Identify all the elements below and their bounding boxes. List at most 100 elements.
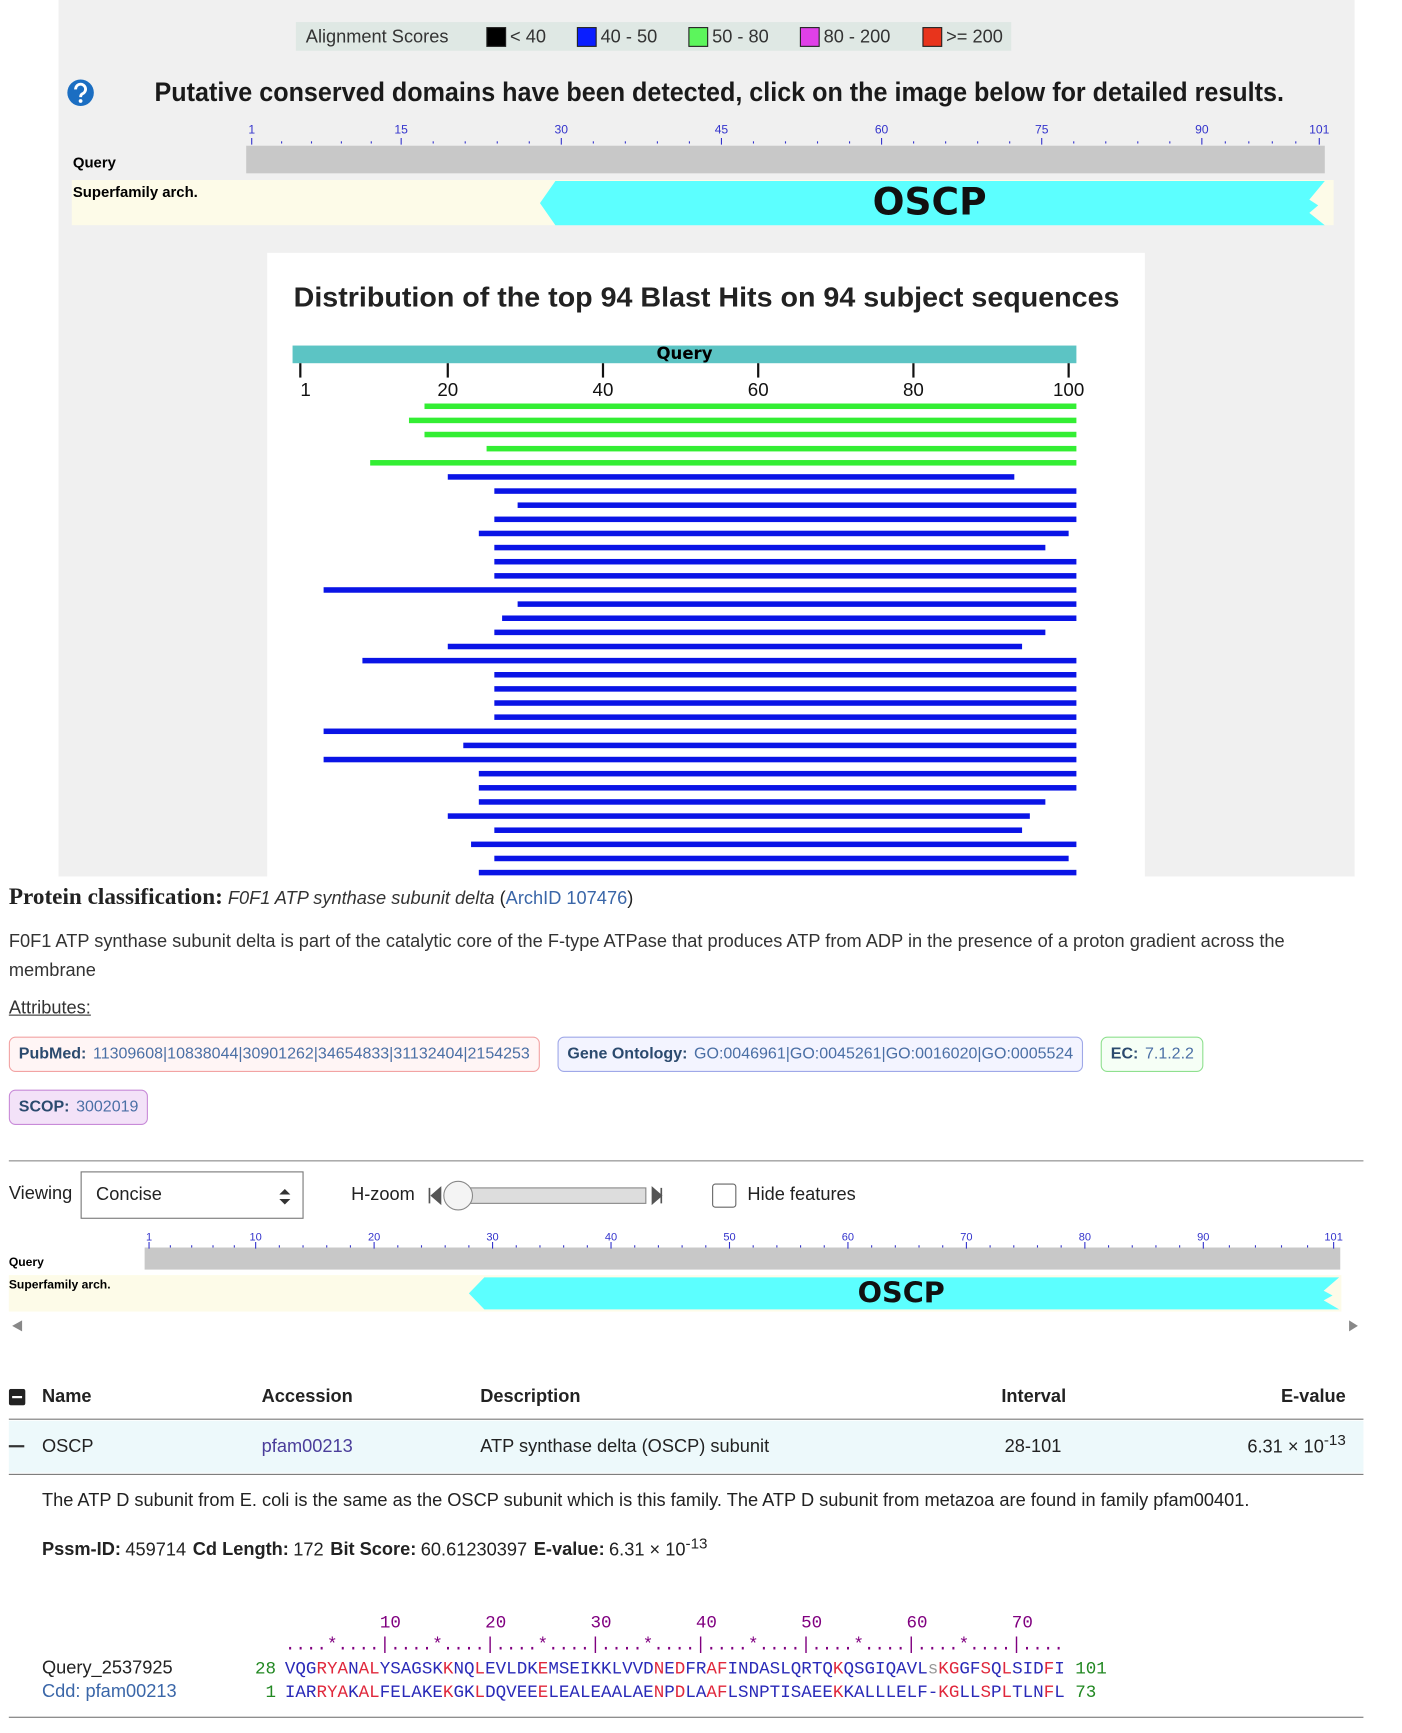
collapse-icon[interactable] <box>8 1388 26 1406</box>
scroll-left[interactable] <box>12 1320 23 1332</box>
hit-bar[interactable] <box>447 474 1015 480</box>
hit-bar[interactable] <box>463 742 1077 749</box>
notice[interactable]: Putative conserved domains have been det… <box>155 77 1284 107</box>
classification-line: Protein classification: F0F1 ATP synthas… <box>9 881 1367 914</box>
hit-bar[interactable] <box>494 827 1023 833</box>
column-header[interactable]: Description <box>480 1386 581 1407</box>
cdd-graphic[interactable]: Putative conserved domains have been det… <box>0 0 1402 877</box>
row-toggle[interactable] <box>8 1445 25 1448</box>
hit-bar[interactable] <box>517 502 1077 508</box>
hit-bar[interactable] <box>424 431 1077 438</box>
hit-bar[interactable] <box>323 756 1077 763</box>
detail-text: The ATP D subunit from E. coli is the sa… <box>41 1490 1250 1511</box>
hit-bar[interactable] <box>408 417 1077 424</box>
align-ruler-label: 70 <box>1011 1612 1033 1633</box>
arch-name: F0F1 ATP synthase subunit delta <box>227 888 495 909</box>
detail-stats: Pssm-ID: 459714 Cd Length: 172 Bit Score: 60.… <box>42 1535 708 1561</box>
hit-bar[interactable] <box>478 799 1046 805</box>
hit-bar[interactable] <box>323 728 1077 735</box>
cell-accession[interactable]: pfam00213 <box>261 1436 353 1457</box>
cell-name: OSCP <box>41 1436 94 1457</box>
view-select[interactable]: Concise <box>80 1171 304 1219</box>
align-label: Query_2537925 <box>41 1658 173 1679</box>
attribute-pill: SCOP: 3002019 <box>8 1089 149 1125</box>
attribute-pill: Gene Ontology: GO:0046961|GO:0045261|GO:0… <box>557 1036 1084 1072</box>
hit-bar[interactable] <box>486 445 1077 452</box>
description: F0F1 ATP synthase subunit delta is part … <box>8 931 1285 981</box>
x-tick-label: 20 <box>437 379 458 400</box>
hit-bar[interactable] <box>471 841 1077 848</box>
hit-bar[interactable] <box>323 587 1077 593</box>
hit-bar[interactable] <box>362 657 1077 664</box>
hit-bar[interactable] <box>494 488 1077 494</box>
column-header[interactable]: Name <box>41 1386 92 1407</box>
align-start: 1 <box>265 1682 276 1703</box>
hide-checkbox[interactable] <box>712 1183 737 1208</box>
hit-bar[interactable] <box>494 686 1077 692</box>
attribute-label: EC: <box>1110 1045 1139 1064</box>
align-label[interactable]: Cdd: pfam00213 <box>41 1681 177 1702</box>
column-header[interactable]: Accession <box>261 1386 353 1407</box>
legend-swatch <box>799 27 820 47</box>
query-bar <box>144 1247 1341 1270</box>
attribute-value[interactable]: 3002019 <box>76 1098 139 1117</box>
column-header[interactable]: E-value <box>1280 1386 1346 1407</box>
hit-bar[interactable] <box>370 460 1077 466</box>
hzoom-label: H-zoom <box>351 1184 415 1205</box>
x-tick-label: 1 <box>300 379 310 400</box>
domain[interactable] <box>539 181 1325 226</box>
ruler-label: 45 <box>715 122 729 136</box>
hit-bar[interactable] <box>494 516 1077 523</box>
hit-bar[interactable] <box>494 855 1069 862</box>
legend-swatch <box>576 27 597 47</box>
hit-bar[interactable] <box>478 869 1077 876</box>
column-header[interactable]: Interval <box>1001 1386 1067 1407</box>
hit-bar[interactable] <box>494 700 1077 706</box>
domain-label[interactable]: OSCP <box>858 1275 945 1309</box>
scroll-right[interactable] <box>1349 1320 1358 1332</box>
heading: Protein classification: <box>8 883 223 910</box>
hit-bar[interactable] <box>494 672 1077 678</box>
evalue-mantissa: 6.31 × 10 <box>1247 1436 1324 1457</box>
attributes: PubMed: 11309608|10838044|30901262|346548… <box>8 1036 1234 1125</box>
hit-bar[interactable] <box>447 813 1030 819</box>
row-bg <box>8 1420 1364 1473</box>
query-bar <box>292 345 1077 364</box>
hit-bar[interactable] <box>478 785 1077 791</box>
cell-interval: 28-101 <box>1004 1436 1062 1457</box>
attribute-value[interactable]: GO:0046961|GO:0045261|GO:0016020|GO:0005… <box>694 1045 1074 1064</box>
ruler-label: 101 <box>1324 1232 1342 1244</box>
hit-bar[interactable] <box>478 530 1069 537</box>
evalue-exponent: -13 <box>685 1534 708 1552</box>
hit-bar[interactable] <box>502 615 1077 621</box>
cell-evalue: 6.31 × 10-13 <box>1247 1432 1345 1458</box>
ruler-label: 10 <box>250 1232 262 1244</box>
align-marker: ....*....|....*....|....*....|....*....|… <box>284 1635 1064 1655</box>
hit-bar[interactable] <box>517 601 1077 607</box>
hide-label[interactable]: Hide features <box>747 1184 856 1205</box>
zoom-slider[interactable] <box>426 1179 667 1212</box>
hit-bar[interactable] <box>494 544 1046 551</box>
hit-bar[interactable] <box>494 629 1046 636</box>
domain-label[interactable]: OSCP <box>873 180 987 224</box>
ruler-label: 50 <box>723 1232 735 1244</box>
help-icon[interactable] <box>67 79 94 106</box>
align-ruler-label: 20 <box>485 1612 507 1633</box>
query-bar <box>246 145 1325 174</box>
hit-bar[interactable] <box>447 643 1023 650</box>
attribute-value[interactable]: 11309608|10838044|30901262|34654833|3113… <box>92 1045 530 1064</box>
ruler-label: 60 <box>875 122 889 136</box>
domain-viewer[interactable]: Query Superfamily arch. 1 10 20 30 40 50 60 70 8… <box>0 1225 1402 1335</box>
hit-bar[interactable] <box>494 714 1077 720</box>
hit-bar[interactable] <box>424 403 1077 410</box>
view-mode: Concise <box>96 1184 162 1205</box>
attribute-pill: PubMed: 11309608|10838044|30901262|346548… <box>8 1036 540 1072</box>
align-ruler-label: 50 <box>801 1612 823 1633</box>
arch-link[interactable]: ArchID 107476 <box>505 888 628 909</box>
domain[interactable] <box>468 1277 1340 1310</box>
hit-bar[interactable] <box>494 573 1077 579</box>
hit-bar[interactable] <box>478 770 1077 777</box>
hit-bar[interactable] <box>494 558 1077 565</box>
attribute-value[interactable]: 7.1.2.2 <box>1144 1045 1194 1064</box>
attribute-label: SCOP: <box>18 1098 70 1117</box>
